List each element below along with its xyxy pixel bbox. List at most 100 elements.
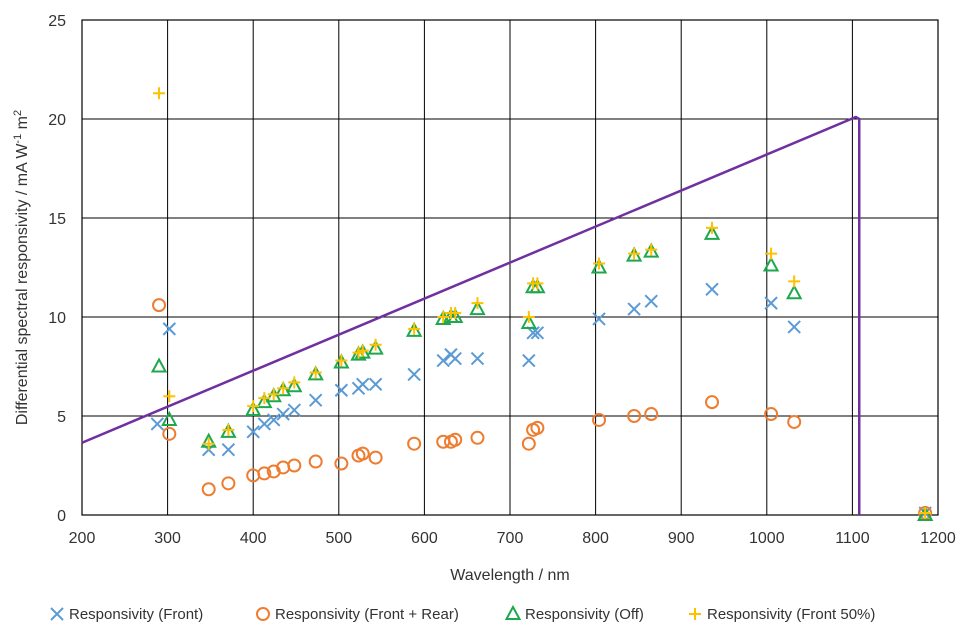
x-tick-label: 400 [240,530,267,547]
x-tick-label: 500 [325,530,352,547]
data-point [407,436,422,451]
data-point [221,476,236,491]
legend: Responsivity (Front) Responsivity (Front … [50,604,875,623]
data-point [627,302,641,316]
data-point [356,344,369,357]
legend-marker [504,604,522,620]
data-point [644,407,659,422]
legend-label: Responsivity (Front 50%) [707,606,875,623]
data-point [437,311,450,323]
data-points [150,87,934,521]
data-point [287,403,301,417]
data-point [703,224,721,240]
x-tick-label: 700 [497,530,524,547]
legend-label: Responsivity (Front) [69,606,203,623]
y-axis-label-main: Differential spectral responsivity / mA … [14,143,31,425]
data-point [367,339,384,355]
data-point [368,450,383,465]
data-point [161,410,178,426]
data-point [222,423,235,436]
y-axis-label-mid: m [14,116,31,134]
data-point [221,442,236,457]
x-tick-label: 300 [154,530,181,547]
data-point [247,400,260,413]
data-point [309,366,322,379]
data-point [787,320,801,334]
data-point [258,392,271,405]
data-point [152,298,167,313]
x-tick-label: 1100 [835,530,870,547]
y-tick-label: 0 [57,508,66,525]
data-point [522,353,536,368]
data-point [705,395,720,410]
data-point [786,284,803,300]
data-point [706,221,719,234]
data-point [436,353,450,368]
grid [81,19,939,516]
legend-item: Responsivity (Off) [504,604,644,623]
data-point [162,426,177,441]
data-point [408,322,421,335]
data-point [470,430,485,445]
data-point [628,247,641,260]
data-point [267,388,280,401]
data-point [448,432,463,447]
data-point [590,258,608,274]
data-point [335,354,348,367]
x-tick-label: 900 [668,530,695,547]
y-tick-label: 25 [48,13,66,30]
x-tick-label: 600 [411,530,438,547]
data-point [470,351,485,366]
data-point [531,277,544,290]
data-point [593,257,606,270]
data-point [286,377,303,393]
series-2 [152,298,933,521]
data-point [245,400,262,417]
legend-item: Responsivity (Front 50%) [689,606,875,623]
y-axis-label-sup2: 2 [12,110,24,116]
data-point [522,311,535,323]
data-point [288,376,301,389]
data-point [520,313,538,329]
legend-label: Responsivity (Off) [525,606,644,623]
y-tick-label: 10 [48,310,66,327]
plot-frame [81,19,939,516]
data-point [529,278,546,294]
data-point [334,456,349,471]
data-point [369,338,382,351]
data-point [355,446,370,461]
data-point [592,312,606,326]
data-point [469,299,486,316]
data-point [449,307,462,320]
data-point [368,377,383,392]
x-tick-label: 800 [582,530,609,547]
data-point [592,412,607,427]
ticks: 200 300 400 500 600 700 800 900 1000 1100 1200 0 5 10… [48,13,956,547]
x-axis-label: Wavelength / nm [450,567,569,584]
data-point [150,417,165,431]
data-point [644,294,658,308]
data-point [162,322,177,336]
data-point [919,507,932,520]
data-point [447,307,464,323]
y-axis-label: Differential spectral responsivity / mA … [12,110,31,425]
data-point [308,454,323,469]
data-point [788,275,801,288]
data-point [530,420,545,435]
legend-item: Responsivity (Front) [50,606,203,623]
y-tick-label: 20 [48,112,66,129]
legend-marker [256,607,270,621]
data-point [150,357,168,373]
data-point [287,458,302,473]
data-point [153,87,166,100]
data-point [334,383,349,397]
data-point [276,407,290,421]
data-point [163,390,176,403]
reference-line-group [81,115,861,515]
legend-label: Responsivity (Front + Rear) [275,606,459,623]
y-tick-label: 15 [48,211,66,228]
data-point [308,393,323,407]
data-point [246,425,260,439]
legend-marker [50,607,64,621]
